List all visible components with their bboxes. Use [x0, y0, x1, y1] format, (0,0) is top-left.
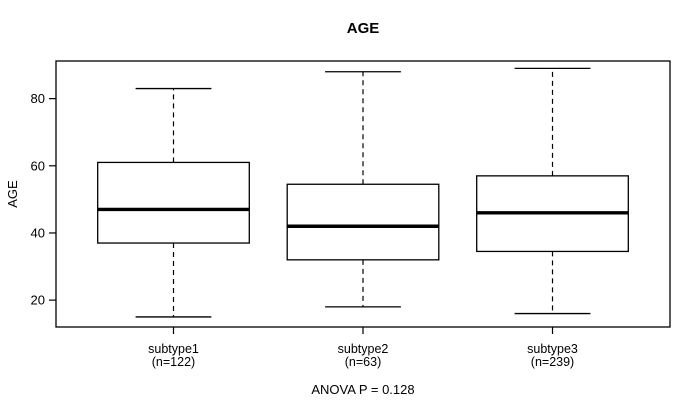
y-axis-label: AGE — [5, 180, 20, 208]
plot-area: 20 40 60 80 subtype1(n=122) subtype2(n=63) sub… — [31, 60, 671, 369]
y-axis-tick-label: 20 — [31, 293, 45, 308]
anova-p-text: ANOVA P = 0.128 — [311, 382, 414, 397]
iqr-box-subtype1 — [97, 161, 250, 244]
category-label-subtype2: subtype2 — [338, 342, 389, 356]
y-axis-tick-label: 80 — [31, 91, 45, 106]
iqr-box-subtype2 — [286, 183, 440, 261]
y-axis-tick-label: 40 — [31, 225, 45, 240]
y-axis-tick-label: 60 — [31, 158, 45, 173]
category-label-subtype3: subtype3 — [527, 342, 578, 356]
chart-title: AGE — [347, 20, 380, 37]
category-label-subtype1: subtype1 — [148, 342, 199, 356]
category-n-label-subtype3: (n=239) — [531, 355, 574, 369]
category-n-label-subtype2: (n=63) — [345, 355, 381, 369]
category-n-label-subtype1: (n=122) — [152, 355, 195, 369]
